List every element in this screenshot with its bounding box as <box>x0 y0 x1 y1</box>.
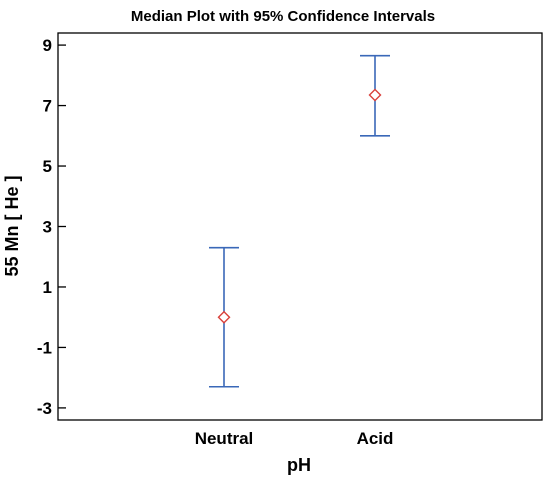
x-category-labels: Neutral Acid <box>195 429 394 448</box>
y-tick-labels: 9 7 5 3 1 -1 -3 <box>37 36 52 418</box>
y-tick-label: 1 <box>43 278 52 297</box>
chart-title: Median Plot with 95% Confidence Interval… <box>131 8 435 25</box>
y-axis <box>58 44 66 409</box>
y-tick-label: 5 <box>43 157 52 176</box>
y-tick-label: 7 <box>43 97 52 116</box>
y-tick-label: -3 <box>37 399 52 418</box>
median-marker <box>217 310 231 324</box>
y-axis-label: 55 Mn [ He ] <box>2 175 22 276</box>
y-tick-label: -1 <box>37 338 52 357</box>
error-bars <box>209 54 390 388</box>
plot-frame <box>57 32 543 421</box>
y-tick-label: 3 <box>43 218 52 237</box>
y-tick-label: 9 <box>43 36 52 55</box>
x-category-label: Acid <box>357 429 394 448</box>
x-axis-label: pH <box>287 455 311 475</box>
x-category-label: Neutral <box>195 429 254 448</box>
median-marker <box>368 88 382 102</box>
median-markers <box>217 88 382 324</box>
